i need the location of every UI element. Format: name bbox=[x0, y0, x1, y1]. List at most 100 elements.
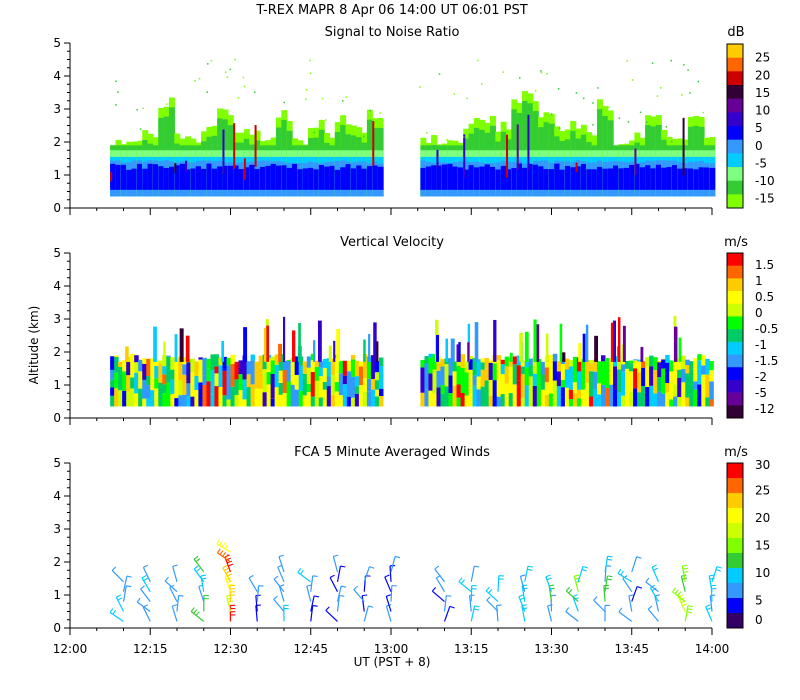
snr-speckle bbox=[646, 121, 648, 124]
vv-cell bbox=[588, 359, 594, 364]
vv-cell bbox=[596, 361, 602, 374]
vv-cell bbox=[444, 364, 450, 387]
colorbar-tick-label: -5 bbox=[755, 386, 767, 400]
vv-cell bbox=[162, 384, 167, 394]
vv-cell bbox=[170, 393, 175, 407]
vv-plume bbox=[282, 316, 286, 362]
colorbar-tick-label: 10 bbox=[755, 566, 770, 580]
vv-cell bbox=[436, 362, 441, 371]
vv-cell bbox=[512, 364, 518, 385]
wind-barb-feather bbox=[716, 566, 722, 569]
vv-cell bbox=[178, 356, 183, 381]
vv-cell bbox=[464, 395, 470, 407]
snr-cell bbox=[324, 166, 331, 190]
wind-barb-feather bbox=[384, 574, 390, 578]
wind-barb-feather bbox=[474, 565, 480, 568]
vv-cell bbox=[657, 377, 662, 392]
wind-barb bbox=[622, 578, 633, 593]
vv-cell bbox=[709, 370, 714, 382]
vv-cell bbox=[346, 360, 352, 372]
vv-cell bbox=[500, 382, 506, 395]
x-tick-label: 13:00 bbox=[374, 642, 409, 656]
vv-cell bbox=[314, 366, 320, 381]
vv-cell bbox=[452, 385, 458, 407]
wind-barb bbox=[256, 585, 260, 602]
vv-cell bbox=[214, 366, 219, 374]
snr-speckle bbox=[689, 92, 691, 94]
vv-cell bbox=[649, 385, 654, 407]
vv-cell bbox=[436, 370, 441, 388]
vv-cell bbox=[206, 358, 211, 369]
snr-speckle bbox=[229, 68, 232, 71]
wind-barb-feather bbox=[473, 608, 479, 611]
x-axis-label: UT (PST + 8) bbox=[354, 655, 431, 669]
vv-cell bbox=[568, 399, 574, 407]
vv-cell bbox=[568, 366, 574, 390]
snr-cell bbox=[334, 169, 341, 190]
colorbar-swatch bbox=[727, 139, 743, 154]
wind-barb-feather bbox=[606, 578, 612, 581]
vv-cell bbox=[138, 371, 143, 389]
vv-cell bbox=[452, 371, 458, 386]
vv-cell bbox=[294, 389, 300, 407]
vv-cell bbox=[294, 356, 300, 375]
vv-cell bbox=[552, 361, 558, 381]
vv-cell bbox=[270, 356, 276, 361]
wind-barb-feather bbox=[117, 597, 123, 601]
vv-cell bbox=[342, 360, 348, 376]
vv-cell bbox=[218, 358, 223, 366]
wind-barb-feather bbox=[143, 564, 149, 568]
vv-cell bbox=[516, 355, 522, 366]
snr-speckle bbox=[557, 88, 560, 90]
wind-barb-feather bbox=[705, 604, 711, 608]
vv-cell bbox=[496, 382, 502, 397]
vv-cell bbox=[524, 367, 530, 386]
vv-plume bbox=[264, 327, 267, 362]
snr-cell bbox=[613, 165, 619, 190]
vv-cell bbox=[114, 356, 119, 373]
vv-cell bbox=[174, 398, 179, 407]
wind-barb bbox=[631, 586, 638, 602]
vv-cell bbox=[564, 387, 570, 407]
vv-cell bbox=[621, 371, 626, 396]
vv-cell bbox=[142, 358, 147, 364]
wind-barb bbox=[353, 589, 365, 602]
vv-cell bbox=[504, 383, 510, 407]
wind-barb-feather bbox=[219, 550, 224, 555]
wind-barb bbox=[310, 605, 314, 622]
vv-cell bbox=[613, 366, 618, 391]
wind-barb-feather bbox=[227, 580, 233, 584]
vv-cell bbox=[242, 355, 248, 380]
vv-cell bbox=[488, 360, 494, 363]
snr-cell bbox=[350, 168, 357, 190]
vv-cell bbox=[266, 358, 272, 373]
x-tick-label: 12:00 bbox=[53, 642, 88, 656]
wind-barb-feather bbox=[520, 574, 526, 577]
snr-cell bbox=[489, 166, 496, 190]
snr-cell bbox=[185, 160, 188, 173]
snr-speckle bbox=[309, 59, 311, 62]
vv-cell bbox=[254, 378, 260, 389]
vv-cell bbox=[238, 374, 244, 391]
snr-speckle bbox=[117, 91, 119, 93]
vv-cell bbox=[270, 398, 276, 407]
snr-cell bbox=[484, 164, 491, 190]
vv-cell bbox=[114, 372, 119, 389]
vv-cell bbox=[516, 380, 522, 407]
vv-cell bbox=[378, 357, 384, 367]
wind-barb bbox=[217, 552, 231, 563]
vv-cell bbox=[270, 360, 276, 374]
wind-barb bbox=[193, 568, 205, 583]
colorbar-tick-label: 1.5 bbox=[755, 258, 774, 272]
vv-cell bbox=[524, 385, 530, 407]
wind-barb bbox=[435, 577, 446, 593]
snr-speckle bbox=[697, 80, 700, 83]
vv-cell bbox=[504, 356, 510, 367]
vv-cell bbox=[322, 389, 328, 397]
vv-cell bbox=[362, 354, 368, 379]
snr-cell bbox=[227, 165, 234, 190]
vv-cell bbox=[154, 388, 159, 407]
vv-cell bbox=[186, 396, 191, 407]
vv-cell bbox=[576, 398, 582, 407]
wind-barb bbox=[122, 585, 127, 602]
